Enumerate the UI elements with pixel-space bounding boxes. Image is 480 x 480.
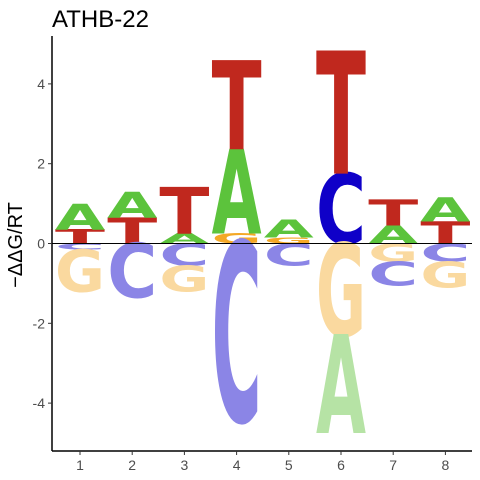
letter-g-neg-pos3: G — [159, 258, 209, 300]
letter-a-pos1: A — [55, 196, 106, 238]
letter-g-neg-pos6: G — [316, 217, 366, 366]
x-tick-label: 3 — [181, 457, 189, 473]
letter-t-pos4: T — [212, 37, 262, 179]
letter-g-pos5: G — [264, 236, 314, 246]
letter-t-pos8: T — [420, 216, 470, 251]
x-tick-label: 5 — [285, 457, 293, 473]
letter-t-pos6: T — [316, 17, 366, 214]
y-tick-label: -2 — [33, 315, 46, 331]
letter-c-pos6: C — [316, 153, 366, 266]
y-axis-label: −ΔΔG/RT — [5, 202, 27, 288]
letter-g-neg-pos1: G — [55, 239, 105, 306]
letter-t-pos1: T — [55, 225, 106, 248]
logo-column-2: TAC — [107, 184, 158, 315]
letter-g-neg-pos8: G — [420, 254, 470, 296]
y-tick-label: 0 — [37, 236, 45, 252]
letter-g-pos4: G — [212, 231, 262, 247]
letter-c-neg-pos4: C — [212, 192, 262, 480]
letter-c-neg-pos2: C — [107, 228, 157, 315]
letter-a-neg-pos6: A — [316, 308, 366, 466]
x-tick-label: 4 — [233, 457, 241, 473]
y-tick-label: 4 — [37, 76, 45, 92]
axes-layer: -4 -2 0 2 4 1 2 3 4 5 6 7 8 — [33, 36, 472, 473]
x-tick-label: 7 — [389, 457, 397, 473]
letter-c-neg-pos7: C — [368, 254, 418, 293]
x-tick-label: 8 — [442, 457, 450, 473]
letter-a-pos4: A — [212, 127, 262, 262]
x-tick-label: 1 — [76, 457, 84, 473]
letter-a-pos2: A — [107, 184, 158, 226]
y-tick-label: 2 — [37, 156, 45, 172]
y-tick-label: -4 — [33, 395, 46, 411]
letter-a-pos5: A — [264, 215, 314, 244]
letter-a-pos8: A — [420, 191, 470, 230]
letter-c-neg-pos1: C — [55, 242, 105, 252]
letter-t-pos2: T — [107, 210, 158, 252]
letter-t-pos3: T — [159, 175, 209, 249]
letter-a-pos7: A — [368, 221, 418, 250]
letter-t-pos7: T — [368, 192, 419, 234]
chart-title: ATHB-22 — [52, 6, 149, 33]
x-tick-label: 2 — [128, 457, 136, 473]
x-tick-label: 6 — [337, 457, 345, 473]
